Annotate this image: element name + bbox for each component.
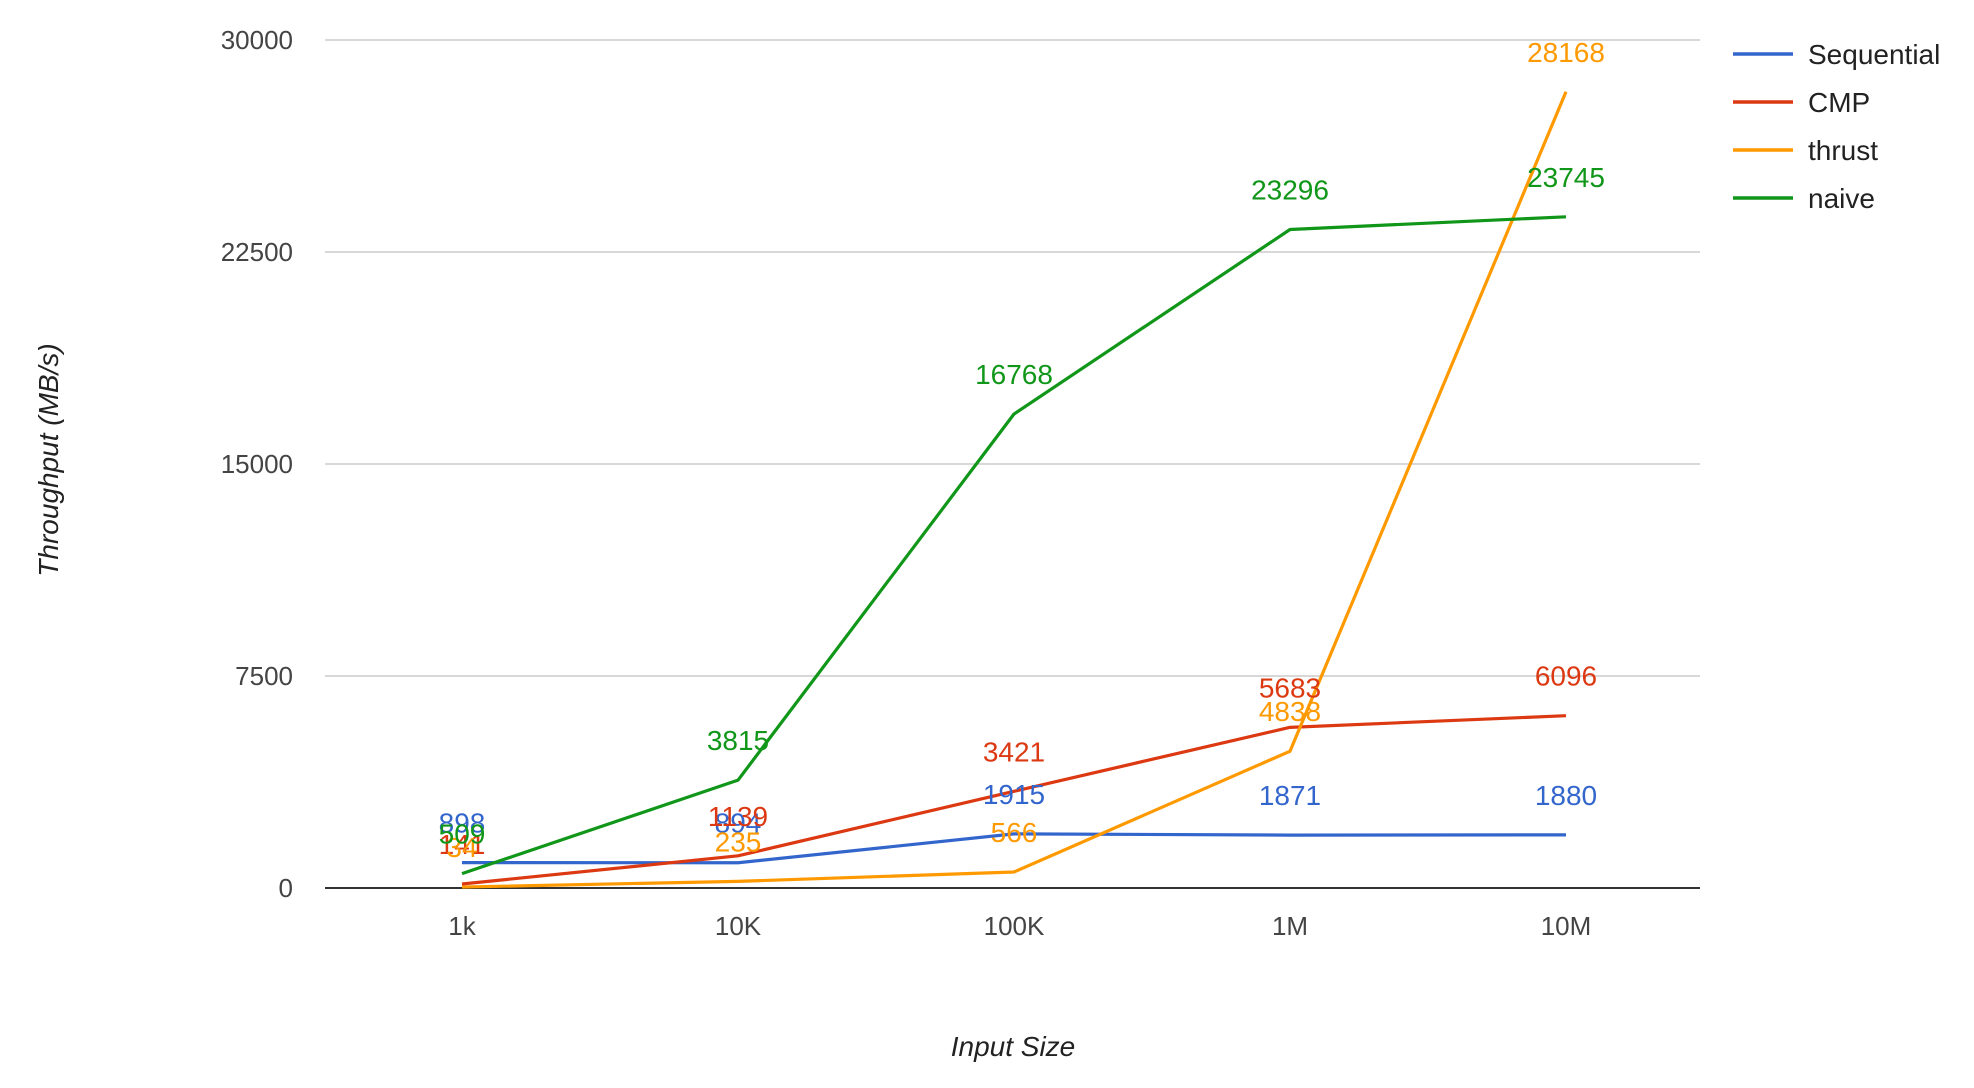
- legend: Sequential CMP thrust naive: [1733, 39, 1940, 214]
- data-label-cmp: 1139: [708, 801, 768, 832]
- x-axis-title: Input Size: [951, 1031, 1076, 1062]
- y-tick-label: 7500: [235, 661, 293, 691]
- data-label-thrust: 34: [446, 832, 477, 863]
- series-lines: [461, 91, 1568, 889]
- y-tick-label: 0: [279, 873, 293, 903]
- series-line-naive: [461, 215, 1567, 876]
- data-label-sequential: 894: [715, 808, 762, 839]
- data-label-thrust: 566: [991, 817, 1038, 848]
- data-label-naive: 23745: [1527, 162, 1605, 193]
- gridlines: [325, 39, 1700, 889]
- data-label-naive: 16768: [975, 359, 1053, 390]
- legend-label-sequential: Sequential: [1808, 39, 1940, 70]
- x-tick-label: 1k: [448, 911, 476, 941]
- data-label-sequential: 1915: [983, 779, 1045, 810]
- data-label-sequential: 898: [439, 808, 486, 839]
- data-label-cmp: 141: [439, 829, 486, 860]
- legend-label-naive: naive: [1808, 183, 1875, 214]
- data-label-cmp: 3421: [983, 736, 1045, 767]
- data-label-thrust: 235: [715, 826, 762, 857]
- data-label-naive: 509: [439, 819, 486, 850]
- y-tick-label: 15000: [221, 449, 293, 479]
- data-label-cmp: 6096: [1535, 661, 1597, 692]
- x-axis-ticks: 1k 10K 100K 1M 10M: [448, 911, 1591, 941]
- data-label-sequential: 1871: [1259, 780, 1321, 811]
- data-label-sequential: 1880: [1535, 780, 1597, 811]
- data-label-naive: 3815: [707, 725, 769, 756]
- legend-label-cmp: CMP: [1808, 87, 1870, 118]
- x-tick-label: 100K: [984, 911, 1045, 941]
- data-label-cmp: 5683: [1259, 672, 1321, 703]
- data-label-thrust: 28168: [1527, 37, 1605, 68]
- y-axis-title: Throughput (MB/s): [33, 343, 64, 576]
- x-tick-label: 10M: [1541, 911, 1592, 941]
- x-tick-label: 1M: [1272, 911, 1308, 941]
- data-labels: 898 894 1915 1871 1880 141 1139 3421 5683 6096 34 2…: [439, 37, 1605, 863]
- legend-label-thrust: thrust: [1808, 135, 1878, 166]
- data-label-naive: 23296: [1251, 174, 1329, 205]
- x-tick-label: 10K: [715, 911, 762, 941]
- series-line-thrust: [461, 91, 1568, 889]
- y-tick-label: 30000: [221, 25, 293, 55]
- y-tick-label: 22500: [221, 237, 293, 267]
- y-axis-ticks: 0 7500 15000 22500 30000: [221, 25, 293, 903]
- data-label-thrust: 4838: [1259, 696, 1321, 727]
